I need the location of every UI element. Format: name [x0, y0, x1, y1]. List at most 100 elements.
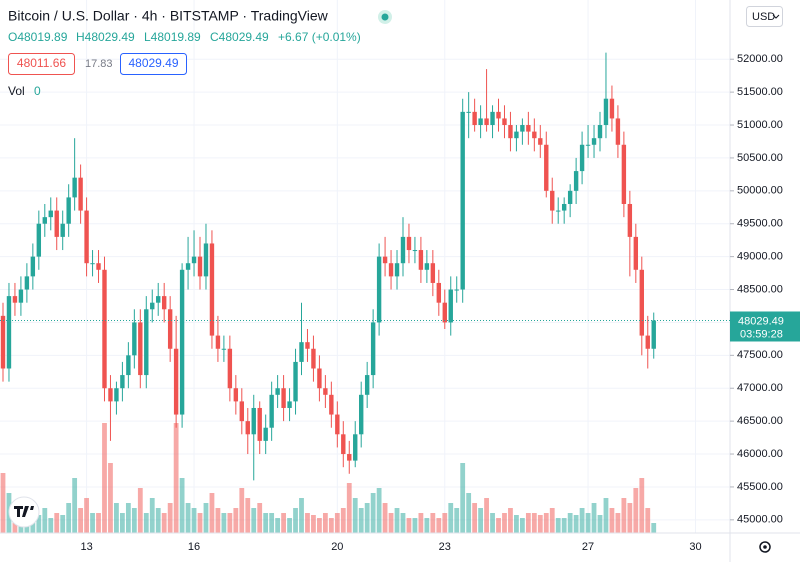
candle-body — [233, 388, 239, 402]
volume-bar — [227, 513, 233, 533]
candle-body — [347, 454, 352, 461]
candle-body — [251, 407, 256, 435]
candle-body — [60, 223, 65, 237]
volume-bar — [370, 493, 376, 533]
volume-bar — [525, 513, 531, 533]
volume-bar — [418, 513, 424, 533]
ohlc-low: L48019.89 — [144, 30, 201, 44]
volume-bar — [78, 508, 84, 533]
candle-body — [269, 394, 274, 428]
candle-body — [442, 302, 447, 323]
candle-body — [263, 427, 268, 441]
volume-bar — [573, 515, 579, 533]
bid-box[interactable] — [8, 53, 75, 75]
y-tick-label: 51500.00 — [737, 86, 783, 98]
candle-body — [317, 368, 322, 389]
candle-body — [412, 250, 418, 252]
volume-bar — [120, 513, 125, 533]
volume-bar — [609, 508, 615, 533]
candle-body — [179, 269, 185, 415]
settings-icon-center — [763, 545, 767, 549]
volume-bar — [215, 508, 221, 533]
volume-bar — [555, 518, 561, 533]
candle-body — [370, 322, 376, 376]
volume-layer — [0, 423, 657, 533]
x-tick-label: 23 — [439, 541, 451, 553]
x-tick-label: 20 — [331, 541, 343, 553]
bid-price: 48011.66 — [17, 56, 66, 70]
volume-bar — [352, 498, 358, 533]
candle-body — [585, 144, 591, 146]
y-tick-label: 47500.00 — [737, 349, 783, 361]
candle-body — [394, 263, 400, 277]
candle-body — [556, 210, 561, 212]
x-tick-label: 27 — [582, 541, 594, 553]
candle-body — [460, 111, 465, 290]
currency-button[interactable] — [746, 6, 783, 27]
price-tag-countdown: 03:59:28 — [740, 328, 783, 340]
volume-bar — [185, 503, 191, 533]
candle-body — [609, 98, 615, 119]
candle-body — [466, 111, 471, 113]
price-tag — [730, 311, 800, 342]
volume-bar — [245, 498, 251, 533]
volume-bar — [334, 513, 340, 533]
tv-logo-mark — [14, 506, 34, 517]
volume-bar — [651, 523, 657, 533]
y-tick-label: 48500.00 — [737, 283, 783, 295]
candle-body — [299, 342, 304, 362]
x-tick-label: 30 — [689, 541, 701, 553]
ohlc-open: O48019.89 — [8, 30, 68, 44]
candle-body — [287, 401, 292, 408]
volume-bar — [537, 515, 543, 533]
candle-body — [514, 131, 519, 139]
candle-body — [120, 375, 125, 389]
volume-bar — [281, 513, 286, 533]
volume-label: Vol — [8, 84, 25, 98]
candle-body — [6, 296, 12, 369]
volume-bar — [639, 478, 645, 533]
candle-body — [66, 197, 71, 224]
volume-bar — [579, 508, 585, 533]
candle-body — [603, 98, 609, 126]
volume-bar — [603, 498, 609, 533]
volume-bar — [633, 488, 639, 533]
candle-body — [185, 263, 191, 270]
candle-body — [42, 217, 47, 224]
volume-bar — [322, 513, 328, 533]
candle-body — [335, 414, 340, 435]
candle-body — [561, 203, 567, 211]
volume-bar — [460, 463, 466, 533]
candle-body — [90, 263, 95, 265]
candle-body — [323, 388, 328, 395]
candle-layer — [0, 52, 656, 481]
volume-bar — [543, 513, 549, 533]
volume-bar — [519, 518, 525, 533]
candle-body — [311, 348, 316, 369]
candle-body — [597, 125, 603, 139]
volume-bar — [155, 508, 161, 533]
volume-bar — [621, 498, 627, 533]
y-tick-label: 45000.00 — [737, 514, 783, 526]
candle-body — [132, 322, 137, 356]
volume-bar — [508, 508, 513, 533]
volume-bar — [197, 513, 203, 533]
volume-bar — [108, 463, 113, 533]
volume-bar — [167, 503, 173, 533]
candle-body — [579, 144, 585, 172]
settings-icon[interactable] — [759, 541, 771, 553]
ask-box[interactable] — [120, 53, 187, 75]
volume-bar — [454, 508, 460, 533]
volume-bar — [239, 488, 245, 533]
candle-body — [639, 269, 644, 336]
candle-body — [544, 144, 549, 191]
volume-bar — [442, 513, 448, 533]
candle-body — [502, 118, 507, 126]
candle-body — [108, 388, 113, 402]
candle-body — [490, 111, 495, 126]
candle-body — [472, 111, 477, 126]
candle-body — [651, 320, 656, 349]
volume-bar — [275, 518, 281, 533]
candle-body — [532, 131, 537, 139]
